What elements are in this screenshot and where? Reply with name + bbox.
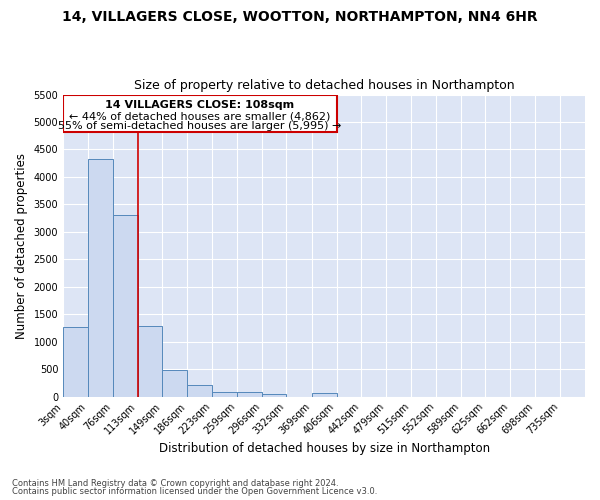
Bar bbox=[162, 370, 187, 396]
Bar bbox=[262, 394, 286, 396]
Bar bbox=[63, 328, 88, 396]
Text: 14 VILLAGERS CLOSE: 108sqm: 14 VILLAGERS CLOSE: 108sqm bbox=[106, 100, 295, 110]
Y-axis label: Number of detached properties: Number of detached properties bbox=[15, 152, 28, 338]
Bar bbox=[88, 159, 113, 396]
Bar bbox=[311, 393, 337, 396]
Bar bbox=[63, 94, 337, 132]
Text: 55% of semi-detached houses are larger (5,995) →: 55% of semi-detached houses are larger (… bbox=[58, 120, 341, 130]
X-axis label: Distribution of detached houses by size in Northampton: Distribution of detached houses by size … bbox=[158, 442, 490, 455]
Text: Contains HM Land Registry data © Crown copyright and database right 2024.: Contains HM Land Registry data © Crown c… bbox=[12, 478, 338, 488]
Text: ← 44% of detached houses are smaller (4,862): ← 44% of detached houses are smaller (4,… bbox=[69, 112, 331, 122]
Text: 14, VILLAGERS CLOSE, WOOTTON, NORTHAMPTON, NN4 6HR: 14, VILLAGERS CLOSE, WOOTTON, NORTHAMPTO… bbox=[62, 10, 538, 24]
Bar bbox=[138, 326, 162, 396]
Bar bbox=[113, 216, 138, 396]
Bar bbox=[212, 392, 237, 396]
Bar bbox=[237, 392, 262, 396]
Bar bbox=[187, 385, 212, 396]
Title: Size of property relative to detached houses in Northampton: Size of property relative to detached ho… bbox=[134, 79, 514, 92]
Text: Contains public sector information licensed under the Open Government Licence v3: Contains public sector information licen… bbox=[12, 487, 377, 496]
